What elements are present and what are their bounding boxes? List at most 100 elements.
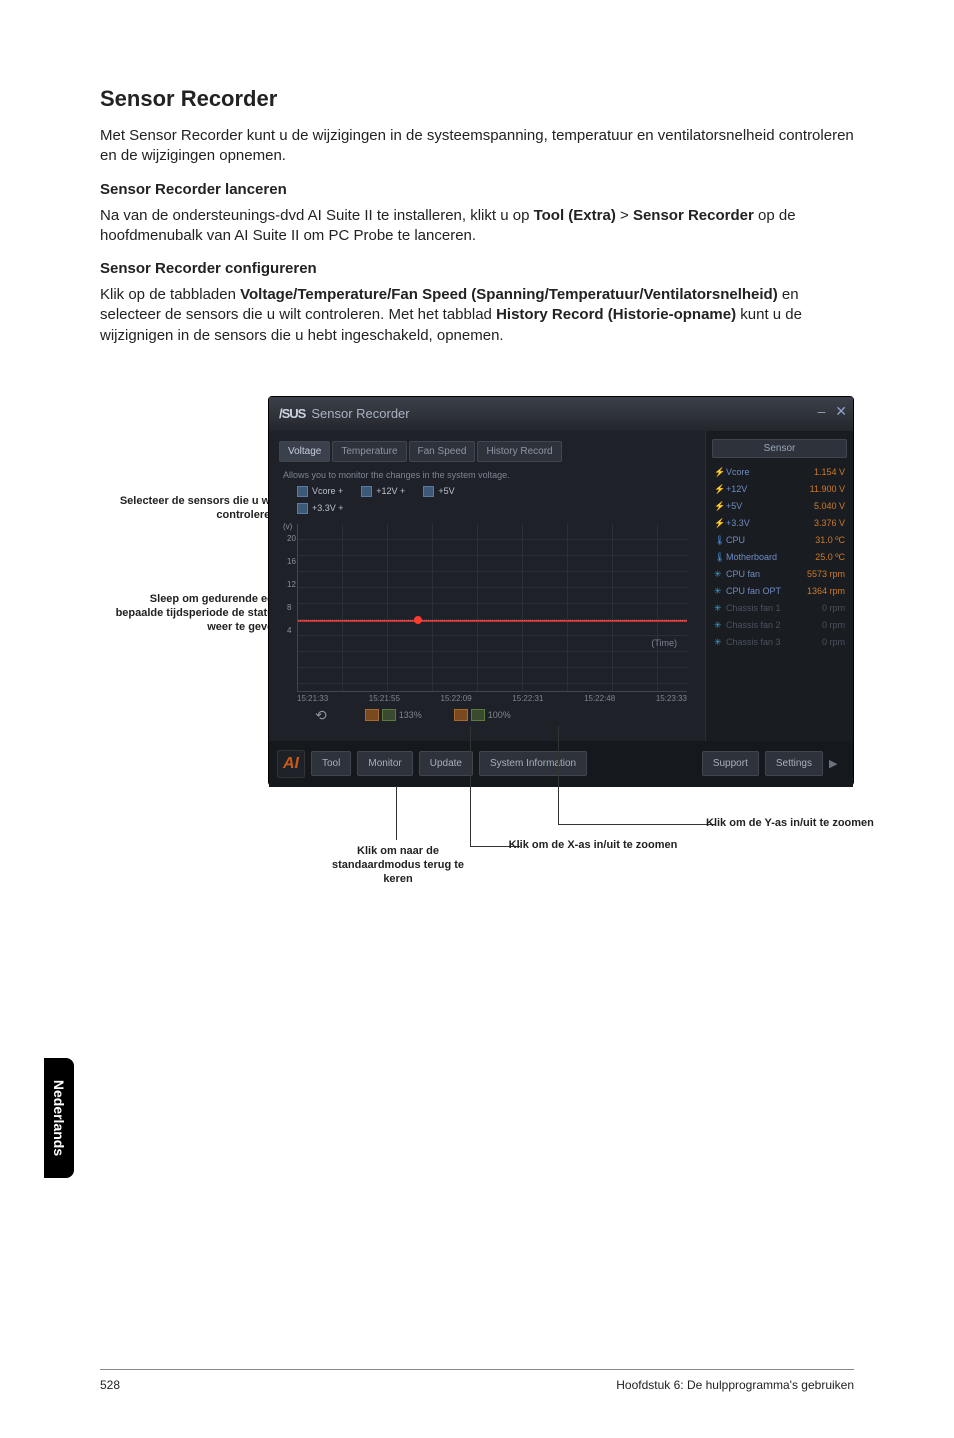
sensor-icon: ✳: [714, 586, 724, 597]
sensor-value: 1.154 V: [814, 467, 845, 478]
voltage-checkbox-row: Vcore + +12V + +5V: [275, 486, 699, 503]
tab-history[interactable]: History Record: [477, 441, 561, 462]
sensor-label: +5V: [726, 501, 814, 512]
callout-line: [558, 726, 559, 824]
sensor-row: ✳Chassis fan 30 rpm: [712, 634, 847, 651]
x-axis-ticks: 15:21:33 15:21:55 15:22:09 15:22:31 15:2…: [297, 694, 687, 703]
ai-logo-icon: AI: [277, 750, 305, 778]
callout-line: [396, 786, 397, 840]
close-icon[interactable]: ✕: [835, 403, 847, 420]
callout-standard-mode: Klik om naar de standaardmodus terug te …: [318, 844, 478, 887]
x-tick: 15:22:31: [512, 694, 543, 703]
sensor-row: 🌡CPU31.0 ºC: [712, 532, 847, 549]
checkbox-3v[interactable]: +3.3V +: [297, 503, 344, 514]
sensor-icon: 🌡: [714, 535, 724, 546]
sensor-label: CPU fan OPT: [726, 586, 807, 597]
x-tick: 15:21:33: [297, 694, 328, 703]
tab-voltage[interactable]: Voltage: [279, 441, 330, 462]
sensor-value: 5.040 V: [814, 501, 845, 512]
sensor-label: Chassis fan 2: [726, 620, 822, 631]
sensor-label: +3.3V: [726, 518, 814, 529]
sensor-label: Chassis fan 3: [726, 637, 822, 648]
config-pre: Klik op de tabbladen: [100, 286, 240, 303]
language-tab: Nederlands: [44, 1058, 74, 1178]
intro-text: Met Sensor Recorder kunt u de wijziginge…: [100, 126, 854, 167]
minimize-icon[interactable]: –: [817, 403, 825, 420]
callout-y-zoom: Klik om de Y-as in/uit te zoomen: [706, 816, 886, 830]
launch-heading: Sensor Recorder lanceren: [100, 181, 854, 198]
sensor-value: 25.0 ºC: [815, 552, 845, 563]
sensor-row: ⚡+3.3V3.376 V: [712, 515, 847, 532]
bottom-toolbar: AI Tool Monitor Update System Informatio…: [269, 741, 853, 787]
config-text: Klik op de tabbladen Voltage/Temperature…: [100, 285, 854, 346]
chart-line: [298, 620, 687, 622]
page-number: 528: [100, 1378, 120, 1392]
sensor-label: +12V: [726, 484, 810, 495]
sensor-label: Chassis fan 1: [726, 603, 822, 614]
callout-x-zoom: Klik om de X-as in/uit te zoomen: [508, 838, 678, 852]
y-zoom-control[interactable]: 100%: [454, 709, 511, 721]
sensor-label: CPU fan: [726, 569, 807, 580]
zoom-in-icon[interactable]: [471, 709, 485, 721]
sensor-icon: ⚡: [714, 467, 724, 478]
tab-temperature[interactable]: Temperature: [332, 441, 406, 462]
update-button[interactable]: Update: [419, 751, 473, 776]
window-title: Sensor Recorder: [311, 406, 409, 421]
sensor-icon: 🌡: [714, 552, 724, 563]
sensor-icon: ⚡: [714, 501, 724, 512]
tool-button[interactable]: Tool: [311, 751, 351, 776]
config-bold2: History Record (Historie-opname): [496, 306, 736, 323]
sensor-panel-header: Sensor: [712, 439, 847, 458]
support-button[interactable]: Support: [702, 751, 759, 776]
sensor-value: 5573 rpm: [807, 569, 845, 580]
sensor-value: 0 rpm: [822, 620, 845, 631]
monitor-button[interactable]: Monitor: [357, 751, 412, 776]
sensor-row: ✳Chassis fan 10 rpm: [712, 600, 847, 617]
zoom-controls: ⟲ 133% 100%: [315, 707, 687, 724]
checkbox-5v[interactable]: +5V: [423, 486, 454, 497]
sensor-label: Motherboard: [726, 552, 815, 563]
zoom-out-icon[interactable]: [454, 709, 468, 721]
sensor-value: 11.900 V: [810, 484, 845, 495]
voltage-chart[interactable]: [297, 524, 687, 692]
config-bold1: Voltage/Temperature/Fan Speed (Spanning/…: [240, 286, 778, 303]
sensor-row: ✳CPU fan OPT1364 rpm: [712, 583, 847, 600]
zoom-out-icon[interactable]: [365, 709, 379, 721]
zoom-value: 133%: [399, 710, 422, 720]
sensor-row: ⚡+12V11.900 V: [712, 481, 847, 498]
y-tick: 4: [287, 626, 296, 635]
sensor-panel: Sensor ⚡Vcore1.154 V⚡+12V11.900 V⚡+5V5.0…: [705, 431, 853, 741]
sensor-icon: ✳: [714, 620, 724, 631]
expand-icon[interactable]: ▶: [829, 757, 845, 770]
launch-bold1: Tool (Extra): [534, 207, 616, 224]
x-zoom-control[interactable]: 133%: [365, 709, 422, 721]
x-tick: 15:22:48: [584, 694, 615, 703]
brand-logo: /SUS: [279, 406, 305, 421]
sensor-row: ✳CPU fan5573 rpm: [712, 566, 847, 583]
page-footer: 528 Hoofdstuk 6: De hulpprogramma's gebr…: [0, 1369, 954, 1392]
sensor-row: ⚡+5V5.040 V: [712, 498, 847, 515]
callout-line: [470, 726, 471, 846]
tab-fanspeed[interactable]: Fan Speed: [409, 441, 476, 462]
launch-pre: Na van de ondersteunings-dvd AI Suite II…: [100, 207, 534, 224]
page-title: Sensor Recorder: [100, 86, 854, 112]
settings-button[interactable]: Settings: [765, 751, 823, 776]
checkbox-12v[interactable]: +12V +: [361, 486, 405, 497]
zoom-in-icon[interactable]: [382, 709, 396, 721]
launch-text: Na van de ondersteunings-dvd AI Suite II…: [100, 206, 854, 247]
screenshot-window: /SUS Sensor Recorder – ✕ Voltage Tempera…: [268, 396, 854, 786]
undo-icon[interactable]: ⟲: [315, 707, 327, 724]
figure: Selecteer de sensors die u wilt controle…: [100, 396, 854, 926]
sensor-value: 3.376 V: [814, 518, 845, 529]
checkbox-vcore[interactable]: Vcore +: [297, 486, 343, 497]
x-tick: 15:22:09: [441, 694, 472, 703]
y-axis-label: (v): [283, 522, 292, 531]
y-tick: 12: [287, 580, 296, 589]
sensor-icon: ✳: [714, 569, 724, 580]
callout-drag: Sleep om gedurende een bepaalde tijdsper…: [100, 592, 280, 635]
sysinfo-button[interactable]: System Information: [479, 751, 587, 776]
zoom-value: 100%: [488, 710, 511, 720]
sensor-row: ✳Chassis fan 20 rpm: [712, 617, 847, 634]
chart-point: [414, 616, 422, 624]
y-axis-ticks: 20 16 12 8 4: [287, 534, 296, 635]
